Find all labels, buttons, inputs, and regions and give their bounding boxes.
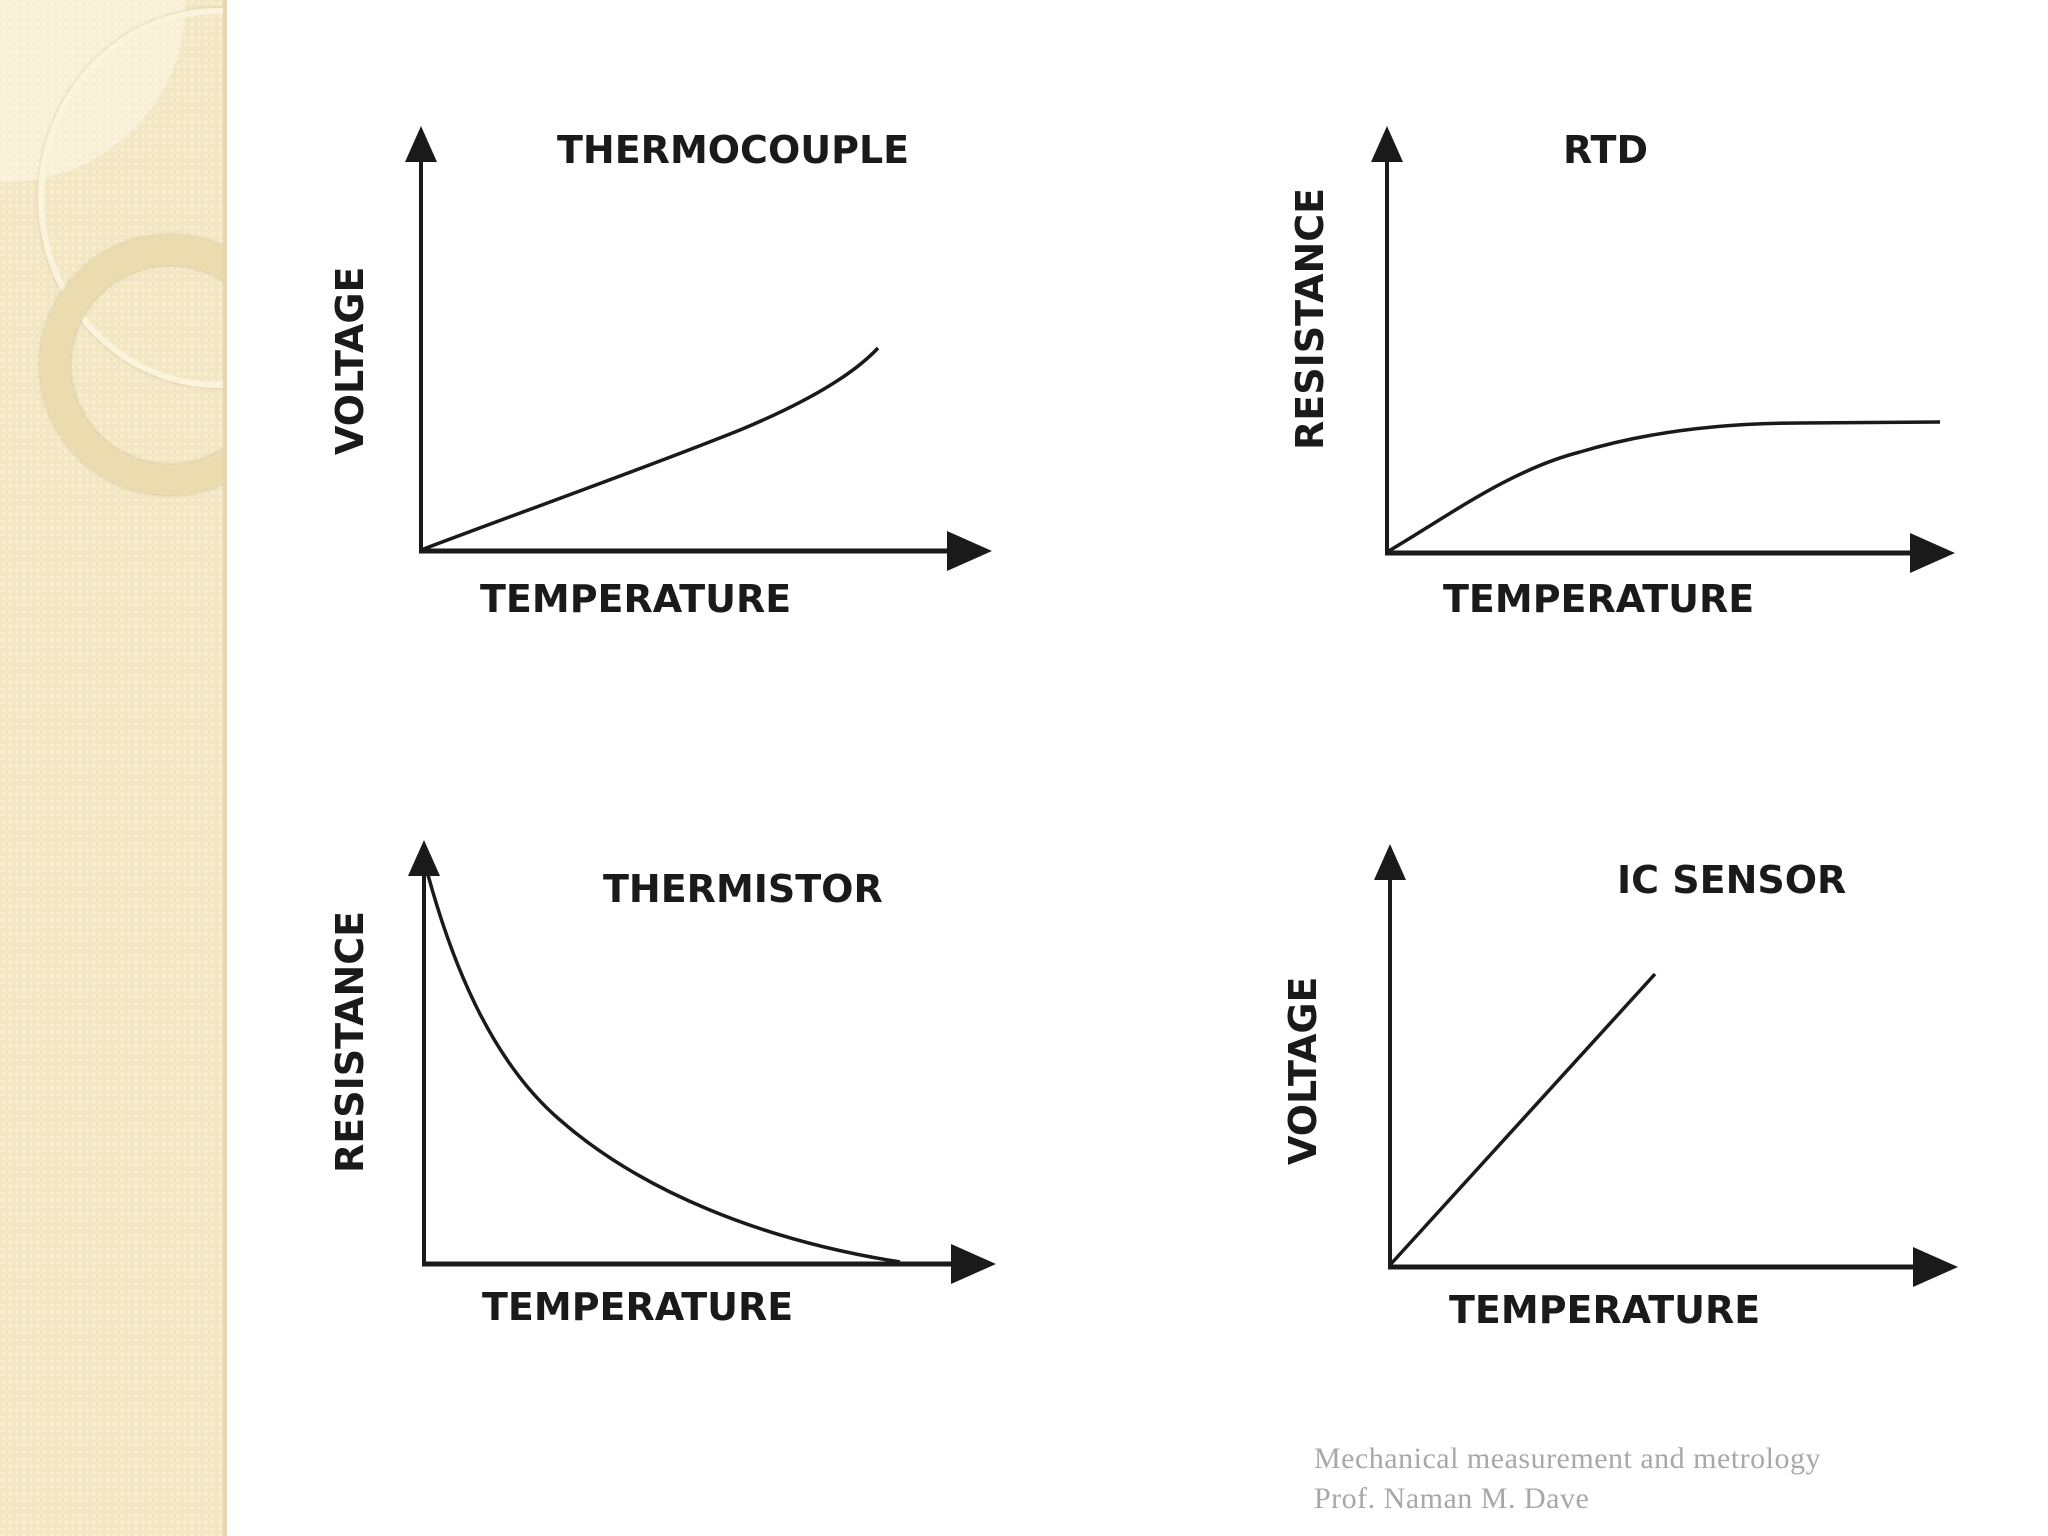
x-axis-label: TEMPERATURE	[480, 577, 791, 621]
chart-title: THERMISTOR	[603, 867, 883, 911]
rtd-curve	[1386, 420, 1941, 554]
x-axis-label: TEMPERATURE	[1443, 577, 1754, 621]
y-axis-label: VOLTAGE	[1281, 977, 1325, 1166]
thermistor-curve	[422, 859, 901, 1264]
chart-rtd: RTD TEMPERATURE RESISTANCE	[1288, 126, 1955, 621]
y-axis-label: RESISTANCE	[1288, 188, 1332, 450]
x-axis-label: TEMPERATURE	[482, 1285, 793, 1329]
chart-thermistor: THERMISTOR TEMPERATURE RESISTANCE	[328, 840, 996, 1329]
thermocouple-curve	[420, 346, 880, 552]
x-axis-label: TEMPERATURE	[1449, 1288, 1760, 1332]
chart-title: IC SENSOR	[1617, 858, 1846, 902]
chart-ic-sensor: IC SENSOR TEMPERATURE VOLTAGE	[1281, 844, 1958, 1332]
y-axis-label: RESISTANCE	[328, 911, 372, 1173]
y-axis-label: VOLTAGE	[328, 267, 372, 456]
chart-title: RTD	[1563, 128, 1648, 172]
ic-sensor-line	[1388, 972, 1657, 1267]
decorative-sidebar	[0, 0, 227, 1536]
footer-author: Prof. Naman M. Dave	[1314, 1482, 1590, 1515]
chart-title: THERMOCOUPLE	[557, 128, 909, 172]
chart-thermocouple: THERMOCOUPLE TEMPERATURE VOLTAGE	[328, 126, 992, 621]
footer-course-title: Mechanical measurement and metrology	[1314, 1442, 1821, 1475]
